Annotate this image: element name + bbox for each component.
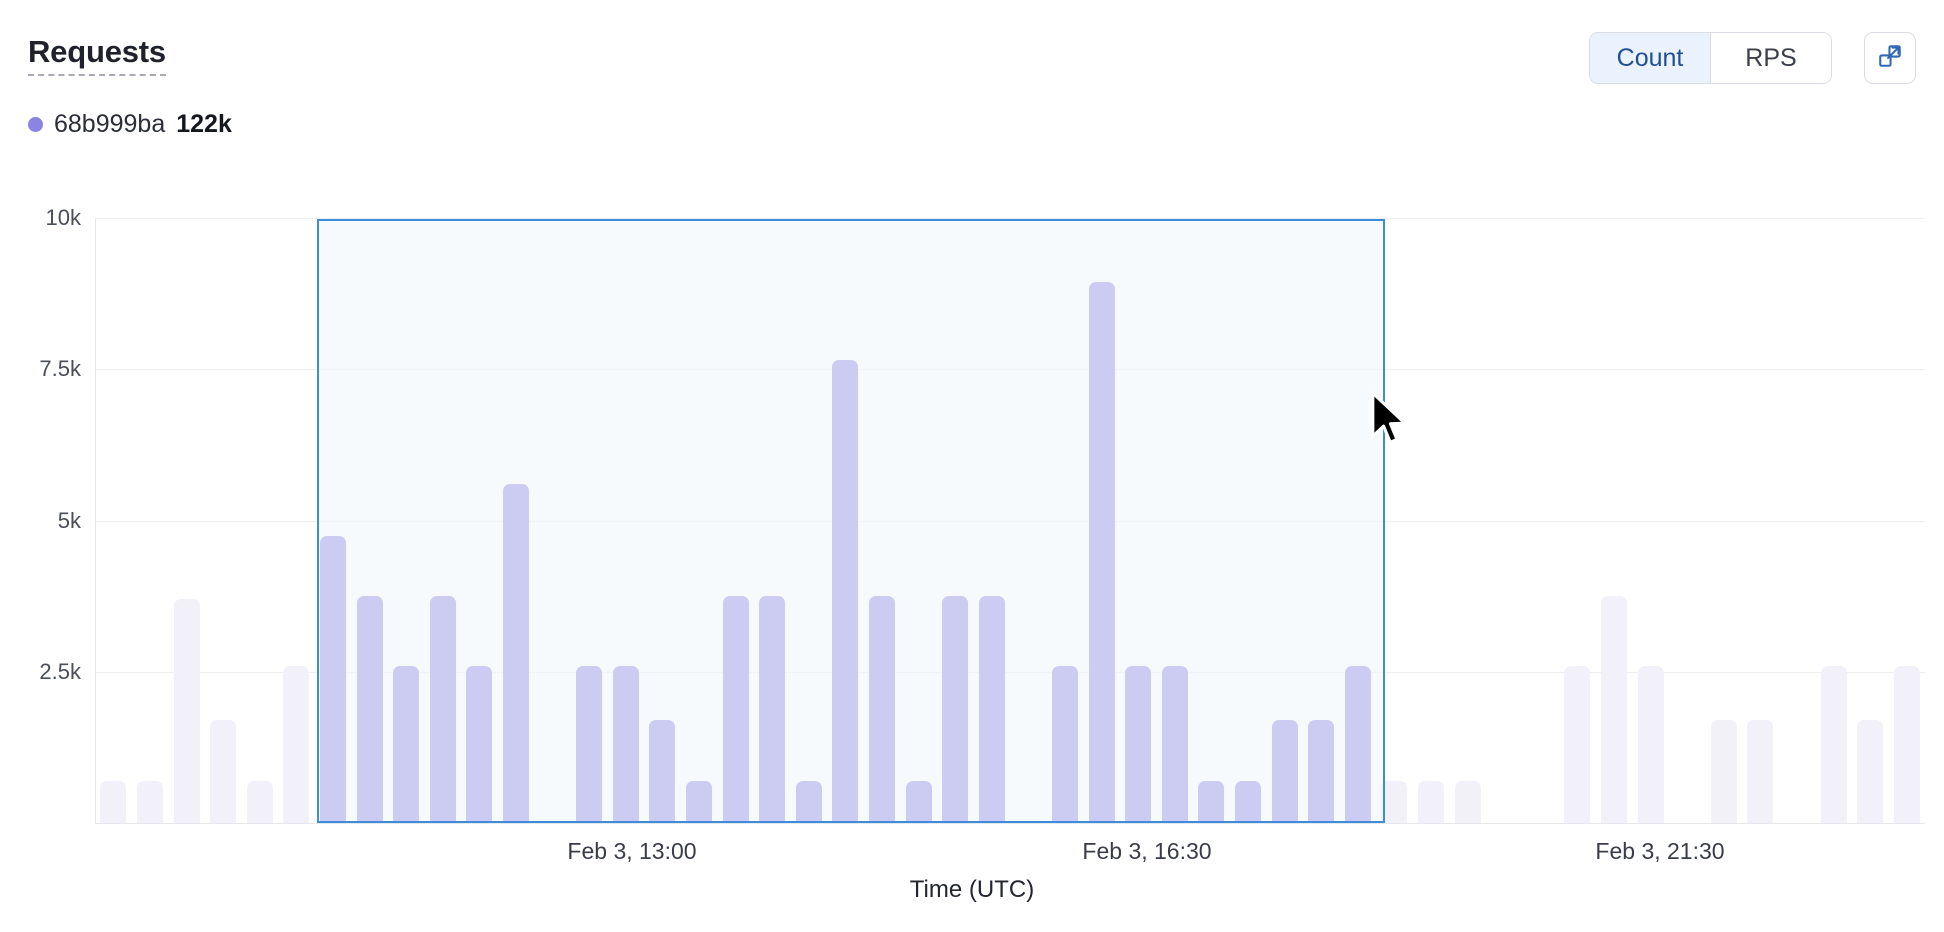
page-title: Requests	[28, 36, 166, 76]
gridlines	[95, 218, 1925, 823]
bar[interactable]	[319, 535, 346, 823]
bar[interactable]	[905, 780, 932, 823]
y-axis-tick-label: 5k	[57, 507, 81, 533]
bar[interactable]	[1820, 665, 1847, 823]
bar[interactable]	[612, 665, 639, 823]
y-axis-tick-label: 2.5k	[39, 658, 81, 684]
bar[interactable]	[283, 665, 310, 823]
bar[interactable]	[1051, 665, 1078, 823]
expand-button[interactable]	[1864, 32, 1916, 84]
gridline	[95, 520, 1925, 522]
bar[interactable]	[1747, 720, 1774, 823]
bar[interactable]	[1344, 665, 1371, 823]
bar[interactable]	[649, 720, 676, 823]
bar[interactable]	[466, 665, 493, 823]
gridline	[95, 218, 1925, 219]
bar[interactable]	[832, 360, 859, 823]
bar[interactable]	[1308, 720, 1335, 823]
tab-rps[interactable]: RPS	[1711, 33, 1831, 83]
tab-count[interactable]: Count	[1590, 33, 1710, 83]
bar[interactable]	[1234, 780, 1261, 823]
bar[interactable]	[173, 599, 200, 823]
y-axis-tick-label: 7.5k	[39, 356, 81, 382]
bar[interactable]	[100, 780, 127, 823]
y-axis-tick-label: 10k	[45, 205, 81, 230]
bar[interactable]	[1271, 720, 1298, 823]
x-axis-title: Time (UTC)	[909, 876, 1035, 903]
bar[interactable]	[1710, 720, 1737, 823]
time-range-selection[interactable]	[317, 219, 1385, 823]
bar[interactable]	[1088, 281, 1115, 823]
mouse-cursor	[1369, 391, 1415, 454]
bar[interactable]	[685, 780, 712, 823]
legend-series-name: 68b999ba	[54, 110, 166, 138]
x-axis-line	[95, 823, 1925, 824]
bar[interactable]	[978, 596, 1005, 823]
legend-series-value: 122k	[176, 110, 232, 138]
bar[interactable]	[1125, 665, 1152, 823]
bar[interactable]	[1454, 780, 1481, 823]
x-axis-tick-label: Feb 3, 13:00	[567, 838, 697, 864]
bar[interactable]	[1893, 665, 1920, 823]
expand-icon	[1877, 43, 1903, 74]
bar[interactable]	[136, 780, 163, 823]
gridline	[95, 369, 1925, 371]
panel-header: Requests Count RPS	[0, 0, 1944, 112]
bar[interactable]	[722, 596, 749, 823]
bar[interactable]	[576, 665, 603, 823]
bar[interactable]	[759, 596, 786, 823]
bar[interactable]	[1417, 780, 1444, 823]
bar[interactable]	[1381, 780, 1408, 823]
bar[interactable]	[246, 780, 273, 823]
bar[interactable]	[393, 665, 420, 823]
gridline	[95, 671, 1925, 673]
y-axis-line	[95, 218, 96, 824]
bar[interactable]	[1161, 665, 1188, 823]
bar[interactable]	[1198, 780, 1225, 823]
bar[interactable]	[795, 780, 822, 823]
bar-series[interactable]	[95, 218, 1925, 823]
bar[interactable]	[1600, 596, 1627, 823]
bar[interactable]	[942, 596, 969, 823]
unit-toggle-group[interactable]: Count RPS	[1589, 32, 1832, 84]
bar[interactable]	[1857, 720, 1884, 823]
bar[interactable]	[356, 596, 383, 823]
bar[interactable]	[868, 596, 895, 823]
bar[interactable]	[429, 596, 456, 823]
bar[interactable]	[1564, 665, 1591, 823]
x-axis-tick-label: Feb 3, 16:30	[1082, 838, 1212, 864]
toggle-divider	[1710, 33, 1711, 83]
bar[interactable]	[210, 720, 237, 823]
bar[interactable]	[502, 484, 529, 823]
x-axis-tick-label: Feb 3, 21:30	[1595, 838, 1725, 864]
bar[interactable]	[1637, 665, 1664, 823]
legend-color-dot	[28, 117, 43, 132]
chart-legend[interactable]: 68b999ba 122k	[28, 110, 232, 139]
